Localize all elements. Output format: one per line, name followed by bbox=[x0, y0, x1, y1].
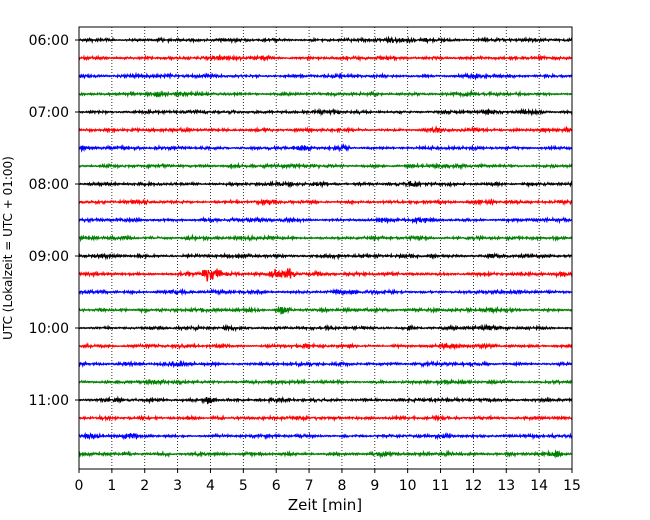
trace-1115 bbox=[78, 413, 573, 423]
x-tick-label: 7 bbox=[305, 478, 314, 494]
y-tick-label: 08:00 bbox=[29, 177, 69, 193]
y-tick-label: 09:00 bbox=[29, 249, 69, 265]
y-tick-label: 06:00 bbox=[29, 33, 69, 49]
x-tick-label: 6 bbox=[272, 478, 281, 494]
trace-0700 bbox=[78, 107, 573, 117]
x-tick-label: 12 bbox=[464, 478, 482, 494]
y-axis-label: UTC (Lokalzeit = UTC + 01:00) bbox=[1, 156, 15, 340]
trace-0730 bbox=[78, 143, 573, 153]
trace-0930 bbox=[78, 287, 573, 297]
trace-1030 bbox=[78, 359, 573, 369]
x-tick-label: 8 bbox=[337, 478, 346, 494]
trace-0630 bbox=[78, 71, 573, 81]
trace-0615 bbox=[78, 53, 573, 62]
trace-1045 bbox=[78, 378, 573, 387]
trace-0745 bbox=[78, 162, 573, 171]
y-tick-label: 07:00 bbox=[29, 105, 69, 121]
trace-1130 bbox=[78, 431, 573, 441]
trace-layer bbox=[78, 35, 573, 459]
x-tick-label: 5 bbox=[239, 478, 248, 494]
trace-0915 bbox=[78, 268, 573, 282]
trace-0830 bbox=[78, 216, 573, 225]
x-tick-label: 13 bbox=[497, 478, 515, 494]
x-tick-label: 11 bbox=[432, 478, 450, 494]
trace-0600 bbox=[78, 35, 573, 45]
x-tick-label: 0 bbox=[75, 478, 84, 494]
x-tick-label: 14 bbox=[530, 478, 548, 494]
trace-0815 bbox=[78, 197, 573, 207]
trace-0715 bbox=[78, 125, 573, 134]
trace-0945 bbox=[78, 305, 573, 315]
x-tick-label: 2 bbox=[140, 478, 149, 494]
plot-frame bbox=[78, 26, 573, 470]
x-tick-label: 4 bbox=[206, 478, 215, 494]
y-axis: 06:00 07:00 08:00 09:00 10:00 11:00 bbox=[29, 33, 79, 409]
x-tick-label: 9 bbox=[370, 478, 379, 494]
x-tick-label: 3 bbox=[173, 478, 182, 494]
trace-0900 bbox=[78, 252, 573, 261]
y-tick-label: 10:00 bbox=[29, 321, 69, 337]
x-axis-label: Zeit [min] bbox=[288, 496, 362, 514]
x-tick-label: 10 bbox=[399, 478, 417, 494]
x-axis: 0 1 2 3 4 5 6 7 8 9 10 11 12 13 14 15 bbox=[75, 469, 581, 494]
trace-0645 bbox=[78, 89, 573, 99]
trace-1100 bbox=[78, 395, 573, 405]
trace-1015 bbox=[78, 342, 573, 351]
trace-1145 bbox=[78, 449, 573, 459]
x-tick-label: 1 bbox=[107, 478, 116, 494]
trace-0800 bbox=[78, 179, 573, 189]
trace-1000 bbox=[78, 323, 573, 333]
trace-0845 bbox=[78, 233, 573, 243]
x-tick-label: 15 bbox=[563, 478, 581, 494]
y-tick-label: 11:00 bbox=[29, 393, 69, 409]
